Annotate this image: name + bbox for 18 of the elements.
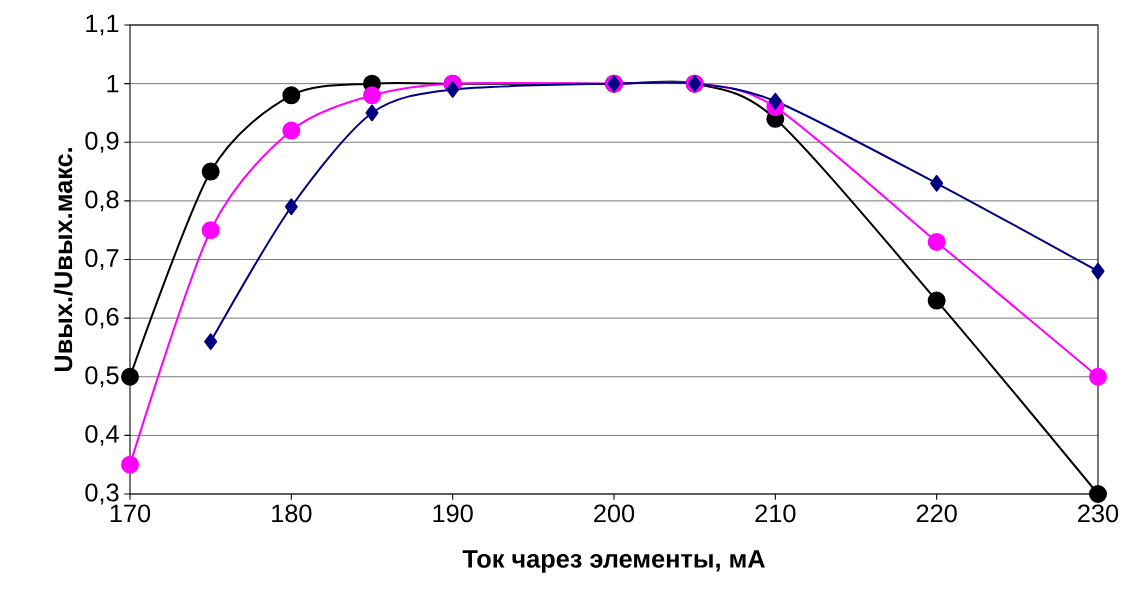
y-tick-label: 0,8: [85, 190, 119, 212]
y-tick-label: 1,1: [86, 14, 119, 36]
x-axis-title: Ток чарез элементы, мА: [462, 550, 765, 573]
y-tick-label: 0,7: [85, 249, 119, 270]
x-tick-label: 230: [1078, 504, 1119, 523]
x-tick-label: 170: [110, 504, 151, 523]
y-axis-title: Uвых./Uвых.макс.: [53, 148, 73, 372]
y-tick-label: 0,3: [85, 483, 119, 505]
y-tick-label: 0,5: [85, 366, 119, 388]
x-tick-label: 200: [594, 504, 635, 523]
y-tick-label: 0,6: [85, 307, 119, 329]
x-tick-label: 220: [916, 504, 957, 523]
y-tick-label: 0,9: [85, 131, 119, 153]
x-tick-label: 180: [272, 504, 312, 523]
x-tick-label: 190: [433, 504, 473, 523]
y-tick-label: 1: [107, 74, 119, 93]
x-tick-label: 210: [755, 504, 796, 523]
y-tick-label: 0,4: [85, 424, 119, 446]
